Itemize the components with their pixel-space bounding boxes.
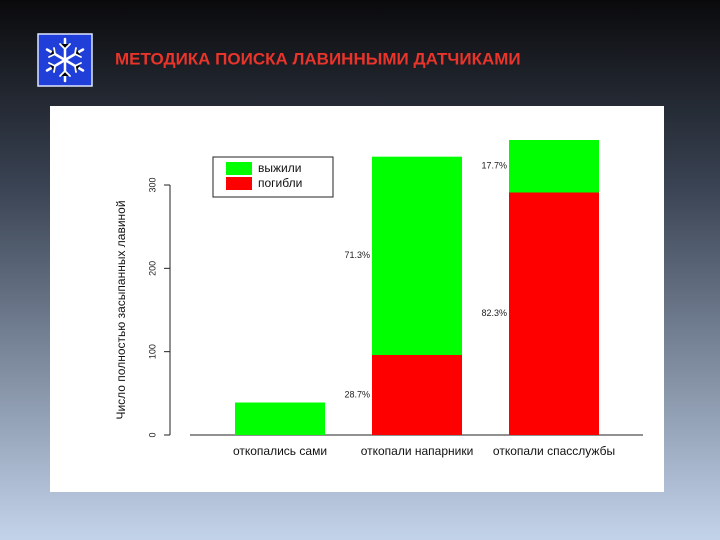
y-tick-label: 100 bbox=[147, 344, 157, 359]
legend-label: погибли bbox=[258, 176, 302, 190]
segment-label: 71.3% bbox=[344, 250, 370, 260]
y-tick-label: 300 bbox=[147, 177, 157, 192]
segment-label: 17.7% bbox=[481, 161, 507, 171]
legend-swatch bbox=[226, 177, 252, 190]
legend-label: выжили bbox=[258, 161, 301, 175]
segment-label: 82.3% bbox=[481, 308, 507, 318]
bar-segment bbox=[509, 140, 599, 193]
snowflake-icon bbox=[37, 33, 93, 87]
slide-title: МЕТОДИКА ПОИСКА ЛАВИННЫМИ ДАТЧИКАМИ bbox=[115, 49, 521, 68]
bar-segment bbox=[235, 402, 325, 435]
y-tick-label: 0 bbox=[147, 432, 157, 437]
bar-segment bbox=[372, 156, 462, 355]
x-tick-label: откопали спасслужбы bbox=[493, 444, 615, 458]
bar-segment bbox=[509, 192, 599, 435]
y-tick-label: 200 bbox=[147, 261, 157, 276]
y-axis-label: Число полностью засыпанных лавиной bbox=[114, 200, 128, 419]
x-tick-label: откопали напарники bbox=[361, 444, 474, 458]
legend-swatch bbox=[226, 162, 252, 175]
x-tick-label: откопались сами bbox=[233, 444, 327, 458]
segment-label: 28.7% bbox=[344, 389, 370, 399]
bar-segment bbox=[372, 355, 462, 435]
